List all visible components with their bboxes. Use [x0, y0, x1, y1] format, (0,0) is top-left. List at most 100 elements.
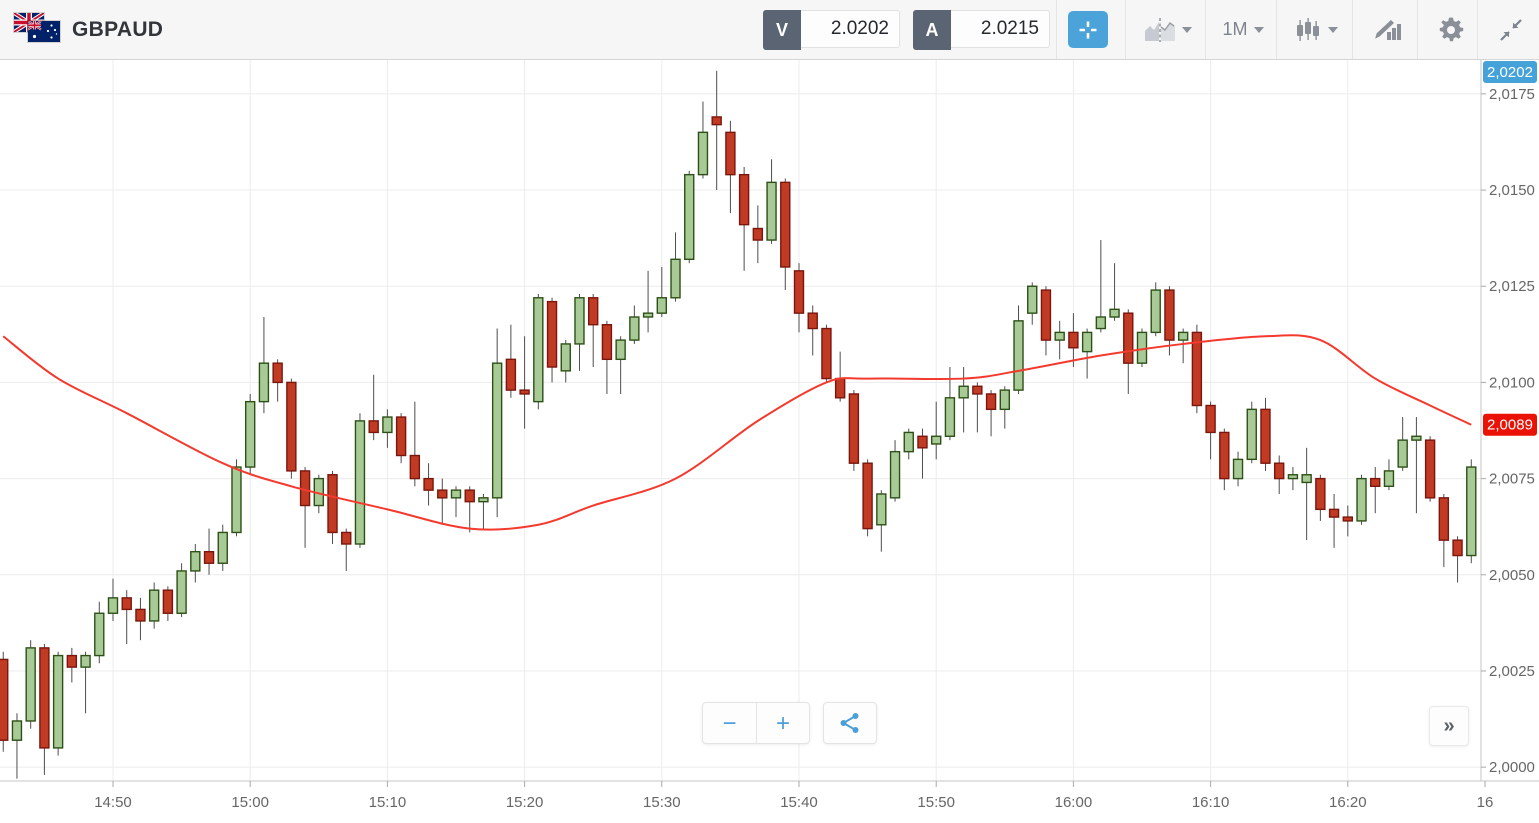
candle	[286, 378, 297, 479]
area-chart-icon	[1145, 17, 1175, 42]
price-axis[interactable]: 2,0175 2,0150 2,0125 2,0100 2,0075 2,0050 2,00…	[1481, 86, 1535, 776]
time-tick-label: 16:20	[1329, 794, 1367, 811]
candle	[1287, 467, 1299, 491]
candle	[917, 428, 928, 479]
candle	[1232, 451, 1244, 487]
moving-average-line	[2, 334, 1472, 531]
price-tick-label: 2,0075	[1489, 471, 1535, 488]
candle	[931, 401, 942, 460]
candle	[94, 601, 105, 664]
share-icon	[840, 713, 859, 733]
candle	[1027, 282, 1038, 325]
ma-value-badge: 2,0089	[1483, 413, 1537, 436]
zoom-in-button[interactable]: +	[756, 703, 809, 743]
candle	[738, 166, 750, 271]
candle	[972, 382, 983, 433]
time-tick-label: 14:50	[94, 794, 132, 811]
candle	[162, 586, 174, 621]
price-tick-label: 2,0175	[1489, 86, 1535, 103]
pencil-chart-icon	[1372, 17, 1401, 41]
timeframe-button[interactable]: 1M	[1212, 0, 1274, 59]
candle	[382, 409, 393, 448]
candle	[52, 651, 64, 756]
candle	[958, 367, 969, 433]
candle	[368, 374, 379, 441]
chart-type-button[interactable]	[1136, 0, 1200, 59]
candle	[574, 293, 585, 371]
time-tick-label: 16:00	[1055, 794, 1093, 811]
candlestick-icon	[1297, 17, 1319, 41]
candle	[11, 713, 23, 779]
candle	[1150, 282, 1161, 337]
grid-layer	[0, 60, 1481, 781]
candle	[1438, 493, 1450, 568]
time-tick-label: 16:10	[1192, 794, 1230, 811]
candle	[1356, 474, 1367, 525]
bid-badge: V	[763, 10, 801, 50]
candle	[615, 336, 626, 394]
candle	[341, 528, 352, 571]
share-button[interactable]	[823, 702, 877, 744]
candle	[1068, 313, 1079, 368]
time-tick-label: 15:20	[506, 794, 544, 811]
candle	[217, 524, 228, 571]
candle	[1301, 447, 1312, 541]
candle	[437, 478, 448, 525]
candle	[107, 578, 119, 621]
candle	[848, 390, 860, 471]
scroll-to-latest-button[interactable]: »	[1429, 706, 1469, 746]
svg-text:2,0202: 2,0202	[1487, 64, 1533, 81]
ask-badge: A	[913, 10, 951, 50]
candle	[821, 324, 832, 383]
time-tick-label: 15:50	[917, 794, 955, 811]
svg-text:2,0089: 2,0089	[1487, 417, 1533, 434]
candle	[560, 340, 571, 383]
toolbar-separator	[1276, 0, 1277, 59]
zoom-out-button[interactable]: −	[703, 703, 756, 743]
candle	[807, 305, 818, 356]
candle	[642, 270, 654, 333]
candle	[409, 401, 421, 487]
candlestick-chart[interactable]: 2,0175 2,0150 2,0125 2,0100 2,0075 2,0050 2,00…	[0, 60, 1539, 823]
collapse-arrows-icon	[1500, 18, 1522, 41]
candle	[1273, 455, 1285, 494]
candle	[327, 470, 338, 545]
time-tick-label: 15:30	[643, 794, 681, 811]
draw-tools-button[interactable]	[1360, 0, 1412, 59]
candle	[1411, 417, 1422, 514]
indicators-button[interactable]	[1282, 0, 1350, 59]
time-tick-label: 15:10	[369, 794, 407, 811]
candle	[1164, 286, 1175, 356]
candle	[1370, 467, 1381, 514]
candle	[450, 486, 462, 518]
candle	[1205, 401, 1216, 460]
chevron-down-icon	[1253, 26, 1264, 33]
candle	[889, 440, 901, 502]
chevron-down-icon	[1182, 26, 1192, 33]
crosshair-button[interactable]	[1068, 11, 1108, 48]
candle	[1328, 493, 1340, 548]
candle	[601, 320, 613, 394]
price-tick-label: 2,0125	[1489, 278, 1535, 295]
ask-value[interactable]: 2.0215	[951, 10, 1050, 48]
settings-button[interactable]	[1426, 0, 1476, 59]
candle	[1452, 536, 1463, 583]
candle	[1342, 505, 1354, 537]
candle	[25, 640, 36, 729]
axes-layer	[0, 60, 1539, 782]
candle	[1054, 320, 1065, 360]
candle	[244, 393, 256, 475]
candle	[1397, 417, 1408, 471]
chart-area: 2,0175 2,0150 2,0125 2,0100 2,0075 2,0050 2,00…	[0, 60, 1539, 823]
candle	[1013, 305, 1024, 394]
candle	[0, 651, 9, 752]
bid-value[interactable]: 2.0202	[801, 10, 900, 48]
toolbar-separator	[1477, 0, 1478, 59]
collapse-chart-button[interactable]	[1488, 0, 1534, 59]
time-tick-label: 15:40	[780, 794, 818, 811]
time-axis[interactable]: 14:50 15:00 15:10 15:20 15:30 15:40 15:50 16:00…	[94, 781, 1493, 811]
toolbar-separator	[1125, 0, 1126, 59]
candle	[985, 390, 997, 437]
crosshair-icon	[1079, 21, 1097, 38]
